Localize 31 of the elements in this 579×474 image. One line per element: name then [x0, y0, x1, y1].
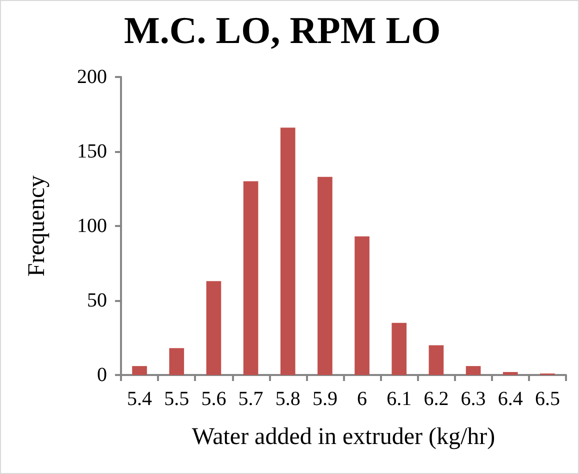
x-tick-label: 5.4: [127, 388, 152, 410]
x-tick-label: 5.9: [312, 388, 338, 410]
x-tick-label: 6.2: [424, 388, 449, 410]
bar: [502, 372, 518, 375]
bar: [132, 366, 147, 375]
y-tick-label: 100: [77, 215, 107, 237]
bar: [206, 281, 222, 375]
bar: [428, 345, 444, 375]
y-tick-label: 50: [87, 290, 107, 312]
y-tick-label: 0: [97, 364, 107, 386]
x-tick-label: 6.3: [460, 388, 486, 410]
x-tick-label: 5.7: [238, 388, 264, 410]
bar: [243, 181, 258, 375]
x-tick-label: 6: [357, 388, 368, 410]
chart-title: M.C. LO, RPM LO: [124, 10, 441, 52]
x-tick-label: 5.6: [201, 388, 226, 410]
bar: [354, 236, 370, 375]
x-tick-label: 6.4: [498, 388, 523, 410]
x-tick-label: 5.8: [275, 388, 300, 410]
y-axis-title: Frequency: [24, 175, 50, 277]
x-tick-label: 6.5: [534, 388, 560, 410]
x-tick-label: 6.1: [386, 388, 412, 410]
x-axis-title: Water added in extruder (kg/hr): [192, 424, 496, 450]
bar: [318, 176, 332, 375]
x-tick-label: 5.5: [164, 388, 190, 410]
y-tick-label: 150: [77, 140, 107, 162]
bar: [169, 348, 184, 375]
bar: [392, 322, 407, 375]
y-tick-label: 200: [77, 66, 107, 88]
bar: [280, 128, 296, 375]
bar: [466, 366, 481, 375]
